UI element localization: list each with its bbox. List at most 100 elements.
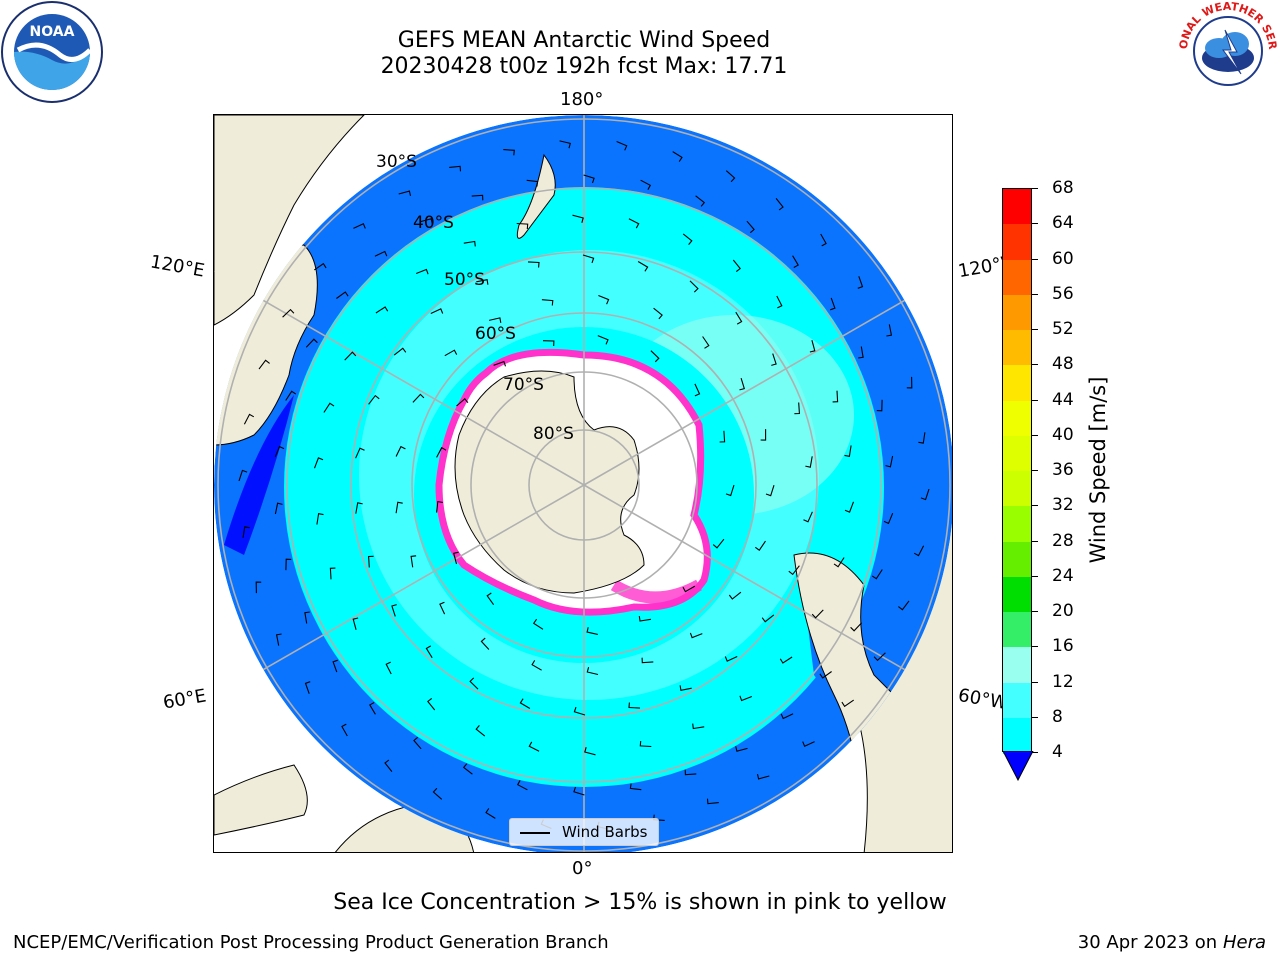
wind-barb xyxy=(653,307,663,320)
antarctica xyxy=(454,370,645,594)
wind-barb xyxy=(640,179,652,190)
wind-barb xyxy=(792,255,799,268)
lat-label-50s: 50°S xyxy=(444,270,485,290)
wind-barb xyxy=(368,555,374,568)
wind-barb xyxy=(285,390,297,401)
wind-barb xyxy=(453,551,459,565)
wind-barb xyxy=(650,350,660,363)
colorbar-tick xyxy=(1032,470,1038,471)
map-subtitle: 20230428 t00z 192h fcst Max: 17.71 xyxy=(380,54,788,79)
wind-barb xyxy=(573,786,585,796)
wind-barb xyxy=(641,657,654,664)
noaa-logo: NOAA xyxy=(0,0,104,104)
wind-barb xyxy=(794,402,800,415)
colorbar-under-arrow xyxy=(1002,751,1034,781)
colorbar-label: Wind Speed [m/s] xyxy=(1086,376,1110,564)
wind-barb xyxy=(255,581,262,594)
colorbar-tick xyxy=(1032,399,1038,401)
wind-barb xyxy=(805,456,813,468)
colorbar-tick xyxy=(1032,188,1038,189)
wind-barb xyxy=(920,488,930,501)
wind-barb xyxy=(355,447,365,459)
colorbar-tick xyxy=(1032,364,1038,366)
wind-barb xyxy=(728,591,742,600)
wind-barb xyxy=(469,677,479,690)
colorbar-tick xyxy=(1032,293,1038,295)
wind-barb xyxy=(427,697,436,711)
wind-barb xyxy=(692,723,705,730)
wind-barb xyxy=(415,268,429,275)
wind-barb xyxy=(444,349,458,357)
colorbar-tick-label: 20 xyxy=(1052,601,1074,621)
lon-label-60e: 60°E xyxy=(161,685,208,714)
wind-barb xyxy=(462,763,473,775)
wind-barb xyxy=(275,633,282,646)
wind-barb xyxy=(385,661,392,675)
wind-barb xyxy=(420,218,433,224)
wind-barb xyxy=(871,569,883,580)
wind-barb xyxy=(559,140,571,149)
colorbar-tick-label: 48 xyxy=(1052,354,1074,375)
map-title: GEFS MEAN Antarctic Wind Speed xyxy=(397,28,771,53)
wind-barb xyxy=(586,627,598,635)
wind-barb xyxy=(735,311,743,325)
colorbar-segment xyxy=(1003,224,1031,260)
colorbar-tick-label: 64 xyxy=(1052,213,1074,234)
wind-barb xyxy=(353,223,366,229)
wind-barb xyxy=(395,501,403,514)
colorbar-tick-label: 36 xyxy=(1052,460,1074,480)
wind-barb xyxy=(682,585,696,593)
wind-barb xyxy=(684,769,697,776)
colorbar-tick-label: 8 xyxy=(1052,706,1063,727)
wind-barb xyxy=(719,430,726,443)
wind-barb xyxy=(436,500,443,513)
wind-barb xyxy=(850,622,863,632)
colorbar-tick-label: 56 xyxy=(1052,283,1074,304)
colorbar-tick xyxy=(1032,540,1038,542)
wind-barb xyxy=(702,336,710,349)
polar-wind-map xyxy=(213,114,953,853)
wind-barb xyxy=(883,512,894,525)
wind-barb xyxy=(584,747,596,756)
colorbar-segment xyxy=(1003,506,1031,542)
wind-barb xyxy=(832,390,839,403)
wind-barb xyxy=(830,297,836,311)
wind-barb xyxy=(516,222,529,230)
credit-host: Hera xyxy=(1222,932,1266,953)
colorbar-tick-label: 4 xyxy=(1052,742,1063,762)
legend-line-icon xyxy=(520,832,550,834)
wind-barb xyxy=(725,484,735,497)
wind-barb xyxy=(582,254,595,264)
wind-barb xyxy=(313,457,324,469)
wind-barb xyxy=(735,746,748,752)
wind-barb xyxy=(352,617,359,630)
wind-barb xyxy=(476,279,489,285)
credit-date-host: 30 Apr 2023 on Hera xyxy=(1078,932,1266,953)
colorbar-segment xyxy=(1003,717,1031,754)
wind-barb xyxy=(243,413,255,425)
wind-barb xyxy=(833,557,845,568)
wind-barb xyxy=(819,671,832,679)
wind-barb xyxy=(368,394,380,405)
wind-barb xyxy=(629,783,642,791)
colorbar-tick-label: 40 xyxy=(1052,424,1074,445)
colorbar-tick xyxy=(1032,434,1038,436)
wind-barb xyxy=(898,600,910,611)
wind-barb xyxy=(486,592,495,606)
lon-lines xyxy=(214,115,952,852)
wind-barb xyxy=(739,695,753,702)
wind-barb xyxy=(282,308,295,318)
lat-label-80s: 80°S xyxy=(533,424,574,444)
wind-barb xyxy=(344,351,357,361)
wind-barb xyxy=(375,306,389,314)
wind-barb xyxy=(274,445,285,458)
colorbar-tick xyxy=(1032,681,1038,683)
wind-barb xyxy=(413,736,422,750)
colorbar-segment xyxy=(1003,576,1031,613)
wind-barb xyxy=(746,220,755,234)
wind-barb xyxy=(858,346,864,359)
new-zealand xyxy=(516,153,556,239)
wind-barb xyxy=(682,233,693,245)
wind-barb xyxy=(430,308,444,314)
wind-barb xyxy=(439,601,446,615)
